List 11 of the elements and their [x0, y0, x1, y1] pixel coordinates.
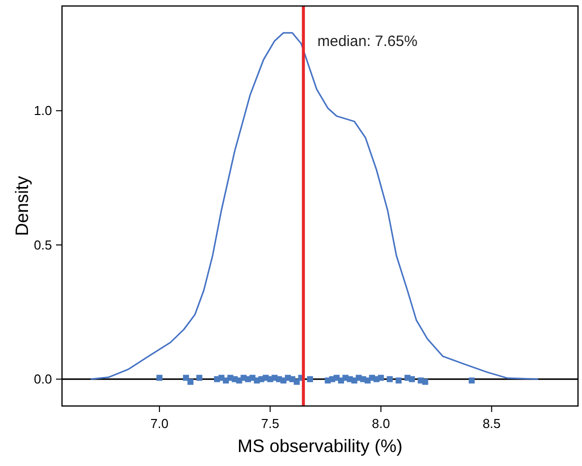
y-tick-label: 0.0	[34, 372, 52, 387]
x-tick-label: 8.5	[482, 416, 501, 431]
x-tick-label: 8.0	[372, 416, 390, 431]
x-tick-label: 7.0	[150, 416, 168, 431]
x-axis-title: MS observability (%)	[237, 436, 403, 456]
line-series	[90, 32, 539, 380]
y-axis-title: Density	[12, 176, 32, 236]
x-tick-label: 7.5	[261, 416, 280, 431]
y-tick-label: 1.0	[34, 103, 52, 118]
ref-line-label: median: 7.65%	[317, 33, 418, 50]
y-tick-label: 0.5	[34, 237, 52, 252]
